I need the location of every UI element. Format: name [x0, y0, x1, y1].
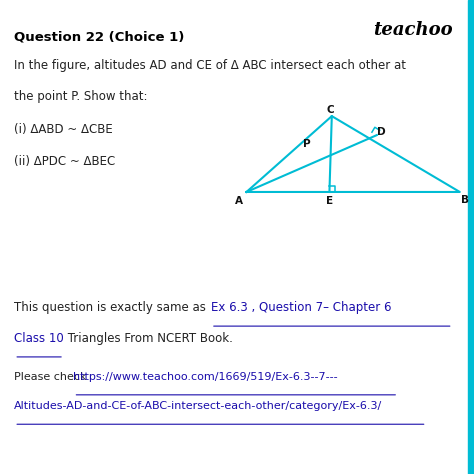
Text: Please check: Please check	[14, 372, 90, 382]
Text: In the figure, altitudes AD and CE of Δ ABC intersect each other at: In the figure, altitudes AD and CE of Δ …	[14, 59, 406, 72]
Text: https://www.teachoo.com/1669/519/Ex-6.3--7---: https://www.teachoo.com/1669/519/Ex-6.3-…	[73, 372, 338, 382]
Text: (i) ΔABD ~ ΔCBE: (i) ΔABD ~ ΔCBE	[14, 123, 113, 136]
Text: teachoo: teachoo	[373, 21, 453, 39]
Text: D: D	[377, 127, 386, 137]
Text: E: E	[326, 196, 333, 206]
Text: Ex 6.3 , Question 7– Chapter 6: Ex 6.3 , Question 7– Chapter 6	[211, 301, 392, 314]
Text: the point P. Show that:: the point P. Show that:	[14, 90, 148, 103]
Text: Class 10: Class 10	[14, 332, 64, 345]
Text: Triangles From NCERT Book.: Triangles From NCERT Book.	[64, 332, 233, 345]
Text: (ii) ΔPDC ~ ΔBEC: (ii) ΔPDC ~ ΔBEC	[14, 155, 116, 168]
Text: A: A	[236, 195, 243, 206]
Text: This question is exactly same as: This question is exactly same as	[14, 301, 210, 314]
Text: P: P	[303, 139, 311, 149]
Text: C: C	[327, 105, 334, 115]
Text: Question 22 (Choice 1): Question 22 (Choice 1)	[14, 31, 184, 44]
Text: Altitudes-AD-and-CE-of-ABC-intersect-each-other/category/Ex-6.3/: Altitudes-AD-and-CE-of-ABC-intersect-eac…	[14, 401, 383, 411]
Text: B: B	[461, 194, 468, 205]
Bar	[468, 0, 474, 474]
